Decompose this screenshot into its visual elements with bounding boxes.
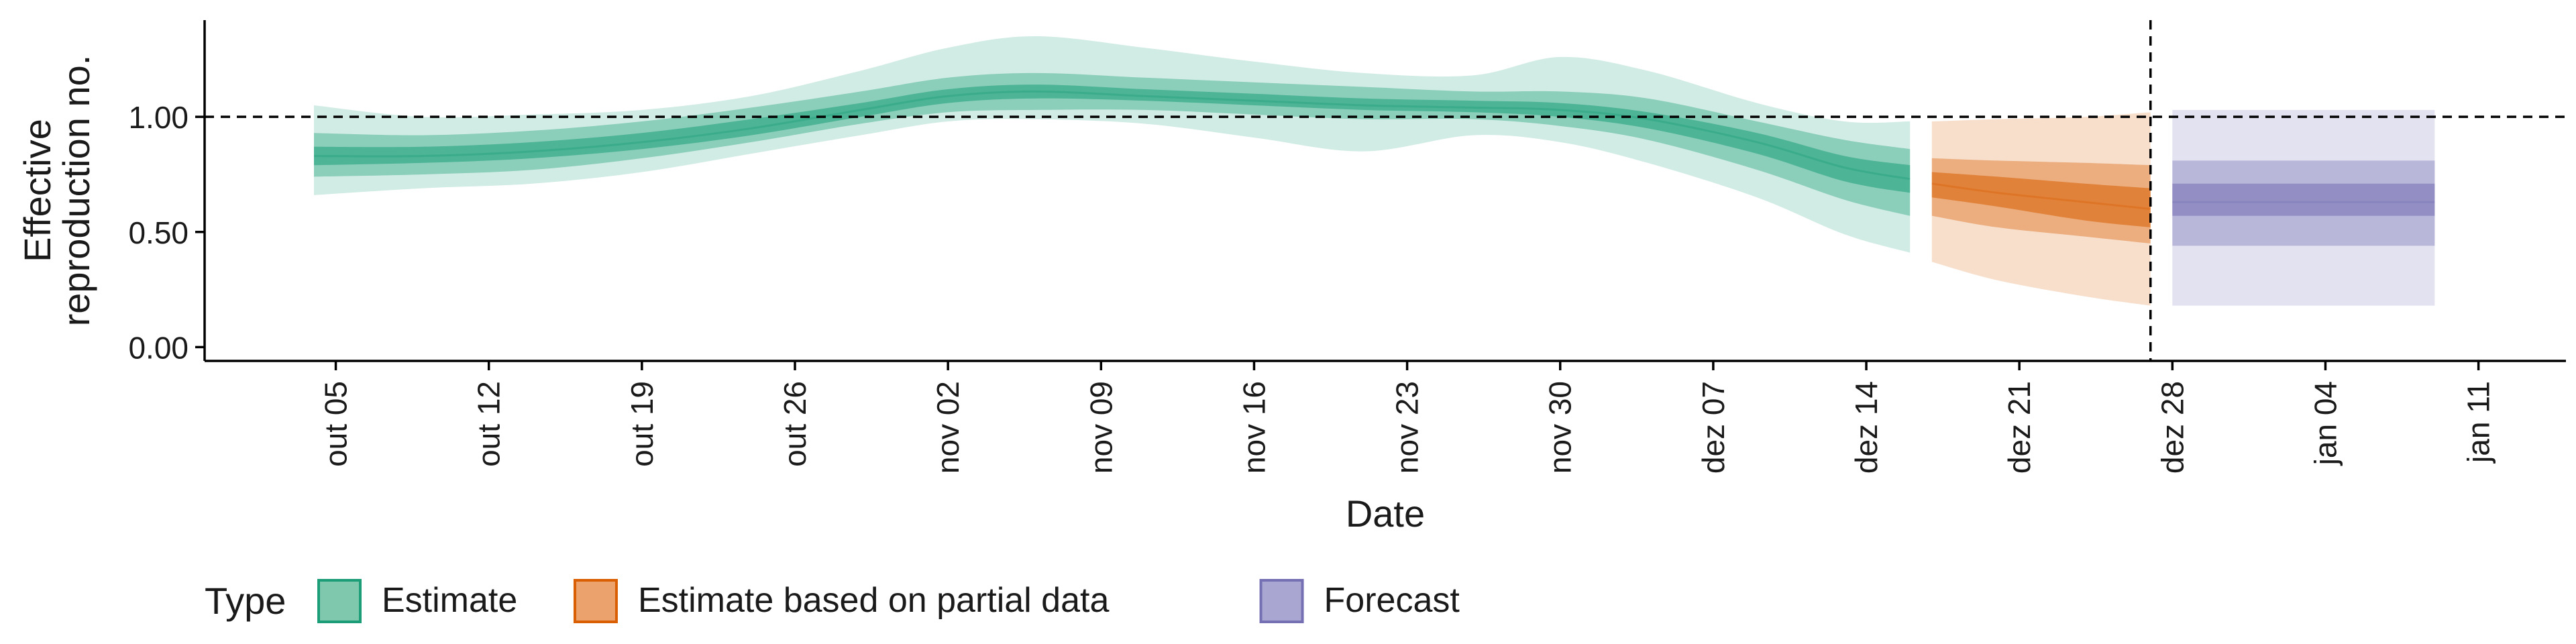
y-tick-label: 0.50 [128, 215, 189, 250]
y-axis-label-line: reproduction no. [55, 55, 97, 327]
y-tick-label: 1.00 [128, 100, 189, 135]
series-2-bands [1931, 112, 2151, 306]
y-axis-ticks: 0.00 0.50 1.00 [128, 100, 205, 365]
legend-swatch-2 [573, 579, 618, 623]
series-1-band-ci [314, 36, 1911, 253]
legend-label-3: Forecast [1324, 581, 1460, 620]
x-tick-label: dez 14 [1849, 381, 1884, 474]
x-tick-label: dez 21 [2002, 381, 2037, 474]
y-tick-label: 0.00 [128, 330, 189, 365]
series-3-band-50 [2172, 183, 2435, 216]
x-axis-label: Date [1346, 492, 1425, 535]
series-3-bands [2172, 109, 2435, 306]
x-tick-label: dez 07 [1696, 381, 1731, 474]
legend: Type Estimate Estimate based on partial d… [205, 579, 1460, 623]
legend-swatch-3 [1259, 579, 1304, 623]
x-tick-label: nov 30 [1543, 381, 1578, 474]
median-layer [313, 90, 2435, 210]
x-tick-label: out 19 [625, 381, 659, 467]
y-axis-label-line: Effective [16, 119, 58, 262]
x-tick-label: nov 16 [1236, 381, 1271, 474]
legend-label-2: Estimate based on partial data [638, 581, 1110, 620]
x-tick-label: nov 23 [1390, 381, 1425, 474]
x-tick-label: nov 02 [930, 381, 965, 474]
legend-label-1: Estimate [382, 581, 517, 620]
x-tick-label: out 05 [319, 381, 354, 467]
x-tick-label: dez 28 [2155, 381, 2190, 474]
legend-swatch-1 [317, 579, 362, 623]
series-1-band-50 [314, 85, 1911, 193]
x-tick-label: jan 11 [2461, 381, 2496, 464]
series-1-median-line [313, 90, 1911, 180]
series-2-median-line [1931, 182, 2151, 210]
x-tick-label: out 12 [472, 381, 506, 467]
x-tick-label: nov 09 [1083, 381, 1118, 474]
x-tick-label: jan 04 [2308, 381, 2343, 466]
y-axis-label: Effectivereproduction no. [16, 55, 97, 327]
x-axis-ticks: out 05 out 12 out 19 out 26 nov 02 nov 09 nov … [319, 361, 2496, 474]
x-tick-label: out 26 [777, 381, 812, 467]
series-2-band-50 [1931, 172, 2151, 227]
ribbon-layer [314, 36, 2435, 306]
series-1-bands [314, 36, 1911, 253]
legend-title: Type [205, 580, 286, 622]
